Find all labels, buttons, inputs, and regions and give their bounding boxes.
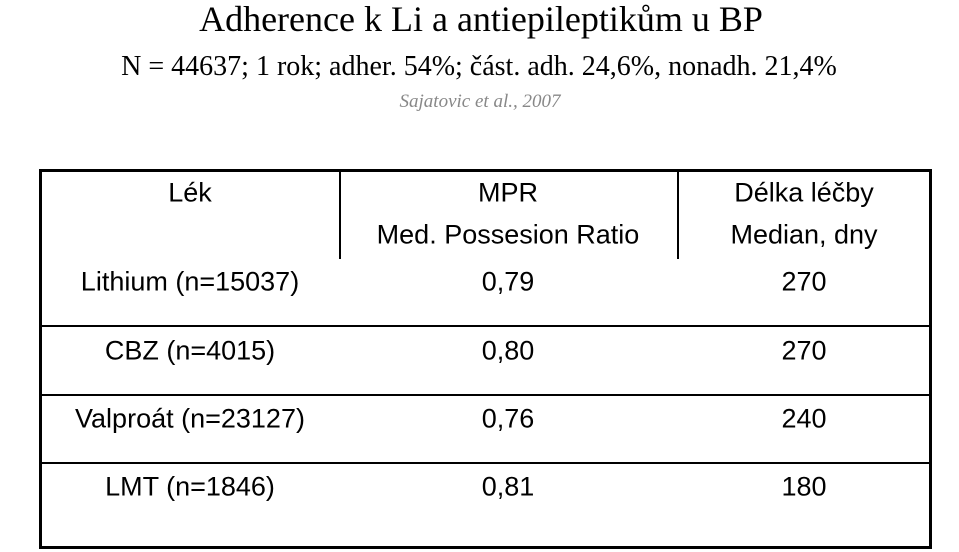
subtitle: N = 44637; 1 rok; adher. 54%; část. adh.…	[121, 51, 837, 82]
table-border	[39, 546, 932, 549]
title: Adherence k Li a antiepileptikům u BP	[199, 0, 763, 39]
column-header: MPR	[478, 177, 538, 208]
table-border	[929, 169, 932, 549]
table-cell: 240	[781, 403, 827, 434]
column-header: Med. Possesion Ratio	[376, 219, 640, 250]
table-cell: 0,76	[481, 403, 535, 434]
table-cell: 180	[781, 471, 827, 502]
column-header: Median, dny	[730, 219, 878, 250]
table-cell: 0,80	[481, 335, 535, 366]
table-cell: LMT (n=1846)	[105, 471, 275, 502]
row-divider	[39, 394, 932, 396]
column-divider	[339, 169, 341, 259]
table-cell: 0,79	[481, 266, 535, 297]
table-cell: Valproát (n=23127)	[75, 403, 305, 434]
column-header: Délka léčby	[734, 177, 874, 208]
table-cell: 270	[781, 335, 827, 366]
table-cell: 270	[781, 266, 827, 297]
table-border	[39, 169, 932, 172]
column-divider	[677, 169, 679, 259]
table-cell: CBZ (n=4015)	[104, 335, 276, 366]
row-divider	[39, 325, 932, 327]
column-header: Lék	[168, 177, 212, 208]
table-border	[39, 169, 42, 549]
table-cell: 0,81	[481, 471, 535, 502]
citation: Sajatovic et al., 2007	[399, 91, 561, 112]
table-cell: Lithium (n=15037)	[80, 266, 300, 297]
row-divider	[39, 462, 932, 464]
